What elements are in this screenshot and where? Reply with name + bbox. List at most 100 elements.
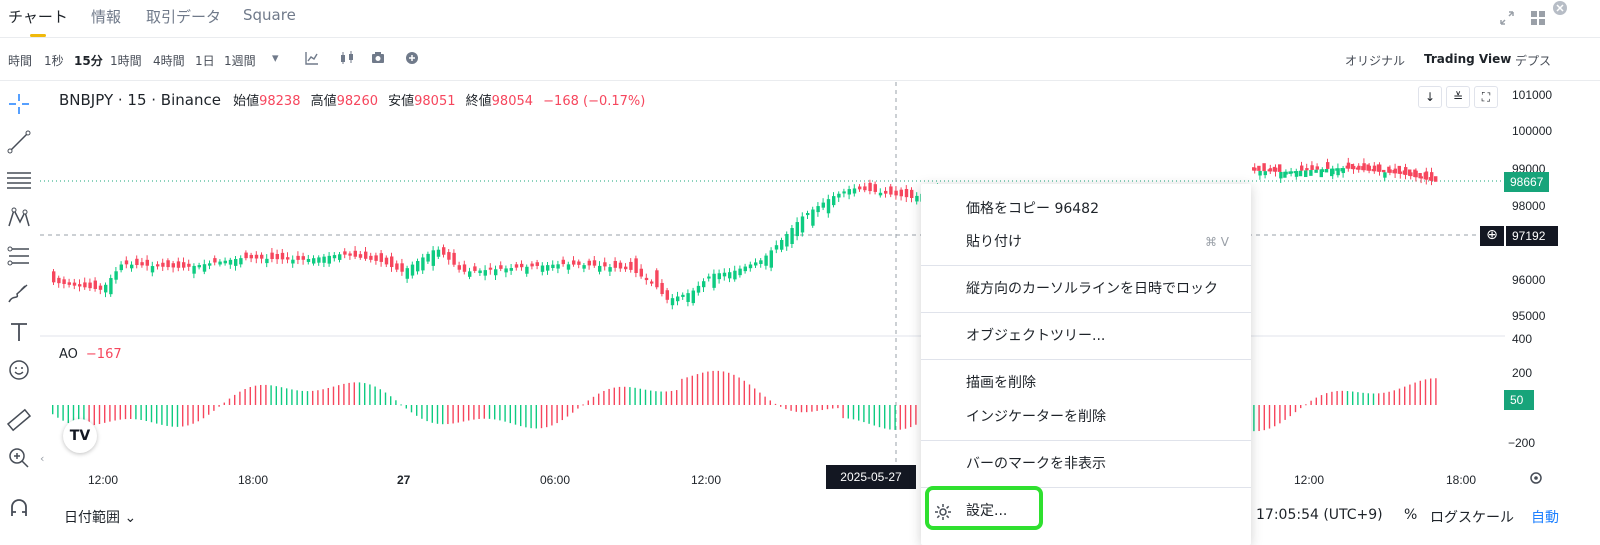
ao-bar (582, 404, 584, 406)
candle (1319, 169, 1323, 178)
camera-icon[interactable] (371, 51, 385, 69)
interval-1s[interactable]: 1秒 (44, 54, 64, 68)
tab-trading-data[interactable]: 取引データ (146, 8, 222, 26)
menu-remove-indicators[interactable]: インジケーターを削除 (921, 402, 1251, 432)
candle (878, 192, 883, 196)
ao-bar (442, 405, 444, 425)
menu-hide-marks-label: バーのマークを非表示 (966, 456, 1106, 472)
candle (525, 266, 529, 274)
tab-square[interactable]: Square (243, 6, 296, 24)
ao-bar (322, 389, 324, 405)
add-alert-icon[interactable]: ⊕ (1480, 226, 1504, 246)
ao-bar (884, 405, 886, 429)
price-chart[interactable] (40, 82, 1505, 495)
interval-dropdown-icon[interactable]: ▾ (272, 51, 279, 66)
clock-display[interactable]: 17:05:54 (UTC+9) (1256, 507, 1383, 523)
ao-label[interactable]: AO (59, 347, 78, 362)
trend-line-icon[interactable] (5, 128, 33, 156)
magnet-icon[interactable] (5, 494, 33, 522)
grid-layout-icon[interactable] (1530, 10, 1546, 26)
interval-time[interactable]: 時間 (8, 54, 33, 68)
ao-bar (358, 382, 361, 405)
view-tradingview[interactable]: Trading View (1424, 52, 1512, 66)
percent-toggle[interactable]: % (1404, 507, 1418, 523)
interval-1h[interactable]: 1時間 (110, 54, 142, 68)
menu-object-tree[interactable]: オブジェクトツリー... (921, 321, 1251, 351)
candle (691, 290, 695, 304)
menu-settings[interactable]: 設定... (921, 496, 1251, 526)
candle (665, 290, 669, 300)
pattern-icon[interactable] (5, 204, 33, 232)
horizontal-lines-icon[interactable] (5, 166, 33, 194)
ao-bar (837, 405, 839, 409)
menu-paste[interactable]: 貼り付け ⌘ V (921, 227, 1251, 257)
scroll-down-button[interactable]: ↓ (1418, 86, 1442, 108)
ao-bar (52, 405, 54, 415)
candle (837, 193, 841, 198)
date-range-button[interactable]: 日付範囲 ⌄ (64, 507, 136, 527)
add-indicator-icon[interactable] (405, 51, 419, 69)
view-original[interactable]: オリジナル (1345, 54, 1406, 68)
ao-bar (592, 396, 595, 405)
fib-tool-icon[interactable] (5, 242, 33, 270)
candle (150, 266, 155, 273)
symbol-label[interactable]: BNBJPY · 15 · Binance (59, 91, 221, 109)
ao-bar (301, 390, 303, 405)
ao-bar (332, 386, 335, 405)
menu-copy-price[interactable]: 価格をコピー 96482 (921, 194, 1251, 224)
fullscreen-button[interactable]: ⛶ (1474, 86, 1498, 108)
interval-1d[interactable]: 1日 (195, 54, 215, 68)
auto-scale-toggle[interactable]: 自動 (1531, 510, 1559, 526)
ao-legend: AO −167 (59, 347, 122, 362)
candle (1314, 169, 1318, 173)
log-scale-toggle[interactable]: ログスケール (1430, 510, 1514, 526)
candle-type-icon[interactable] (339, 51, 355, 69)
ao-bar (119, 405, 121, 420)
ao-bar (405, 405, 407, 409)
tradingview-logo[interactable]: TV (63, 419, 97, 453)
tab-chart[interactable]: チャート (8, 8, 68, 26)
menu-remove-drawings[interactable]: 描画を削除 (921, 368, 1251, 398)
ao-bar (1300, 405, 1302, 409)
axis-settings-icon[interactable] (1528, 470, 1544, 490)
collapse-button[interactable]: ≚ (1446, 86, 1470, 108)
interval-1w[interactable]: 1週間 (224, 54, 256, 68)
candle (707, 276, 711, 279)
candle (1345, 165, 1349, 169)
interval-15m[interactable]: 15分 (74, 54, 103, 68)
ao-bar (202, 405, 205, 419)
ao-bar (618, 386, 621, 405)
ao-bar (499, 405, 501, 421)
candle (176, 261, 181, 268)
ao-bar (176, 405, 179, 427)
candle (468, 271, 472, 277)
candle (348, 253, 352, 256)
menu-hide-marks[interactable]: バーのマークを非表示 (921, 449, 1251, 479)
ao-bar (806, 405, 808, 413)
emoji-icon[interactable] (5, 356, 33, 384)
time-axis-label: 18:00 (1446, 473, 1477, 487)
ao-bar (72, 405, 75, 425)
tab-info[interactable]: 情報 (91, 8, 122, 26)
crosshair-icon[interactable] (5, 90, 33, 118)
text-tool-icon[interactable] (5, 318, 33, 346)
ao-bar (244, 389, 246, 405)
close-icon[interactable] (1552, 0, 1568, 16)
expand-icon[interactable] (1499, 10, 1515, 26)
interval-4h[interactable]: 4時間 (153, 54, 185, 68)
ao-bar (566, 405, 569, 417)
indicator-icon[interactable] (305, 51, 319, 69)
candle (1298, 170, 1303, 177)
ao-bar (291, 389, 293, 405)
brush-icon[interactable] (5, 280, 33, 308)
zoom-in-icon[interactable] (5, 444, 33, 472)
ao-bar (234, 394, 236, 405)
ruler-icon[interactable] (5, 406, 33, 434)
collapse-toolbar-icon[interactable]: ‹ (40, 452, 45, 465)
menu-object-tree-label: オブジェクトツリー... (966, 328, 1106, 344)
menu-lock-cursor[interactable]: 縦方向のカーソルラインを日時でロック (921, 274, 1251, 304)
candle (1428, 177, 1433, 181)
view-depth[interactable]: デプス (1515, 54, 1552, 68)
candle (774, 245, 779, 250)
ao-bar (1362, 392, 1364, 405)
